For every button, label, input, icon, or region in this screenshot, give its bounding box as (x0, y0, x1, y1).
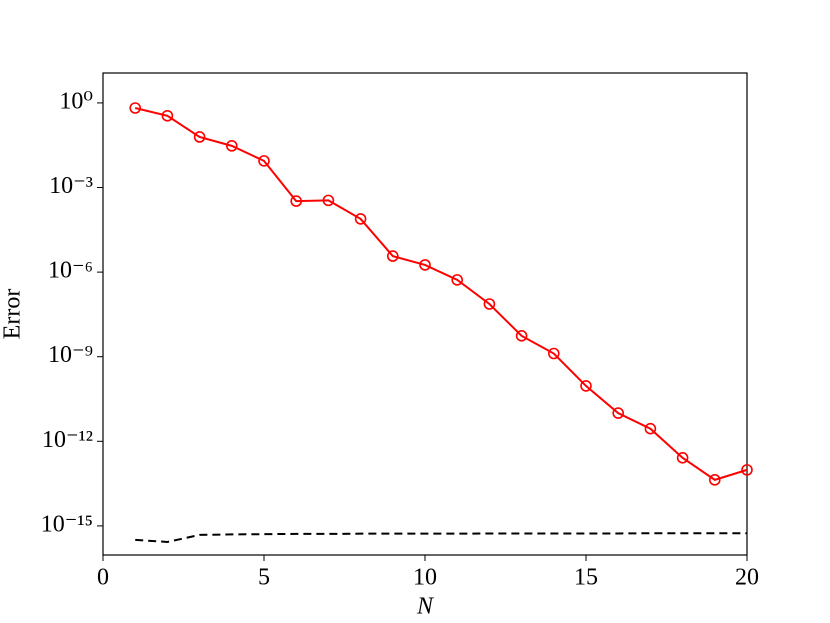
data-point (451, 274, 464, 286)
x-tick-label: 0 (97, 565, 109, 591)
y-tick-label: 10⁻¹² (42, 427, 93, 453)
data-point (612, 407, 625, 419)
data-point (161, 109, 174, 122)
x-tick-label: 5 (258, 565, 270, 591)
data-point (580, 380, 592, 392)
data-point (483, 298, 496, 310)
y-tick-label: 10⁻³ (49, 173, 93, 199)
data-point (547, 347, 560, 360)
x-axis-label: N (416, 594, 435, 620)
data-point (644, 422, 657, 435)
data-point (226, 140, 238, 152)
y-tick-label: 10⁰ (59, 88, 93, 114)
y-axis-label: Error (0, 289, 26, 340)
y-tick-label: 10⁻¹⁵ (41, 511, 93, 537)
data-point (386, 250, 399, 262)
x-tick-label: 20 (735, 565, 759, 591)
data-point (258, 155, 270, 167)
data-point (419, 259, 431, 271)
x-tick-label: 10 (413, 565, 437, 591)
data-point (193, 131, 206, 143)
data-point (676, 452, 689, 464)
data-point (290, 195, 303, 207)
data-point (708, 474, 721, 486)
data-point (354, 213, 367, 225)
x-tick-label: 15 (574, 565, 598, 591)
plot-frame (102, 72, 748, 556)
series-line (135, 532, 747, 543)
y-tick-label: 10⁻⁹ (48, 342, 93, 368)
data-point (741, 464, 753, 476)
y-tick-label: 10⁻⁶ (48, 258, 93, 284)
series-line (134, 107, 748, 481)
data-point (322, 194, 335, 207)
data-point (129, 102, 141, 114)
data-point (515, 330, 528, 342)
